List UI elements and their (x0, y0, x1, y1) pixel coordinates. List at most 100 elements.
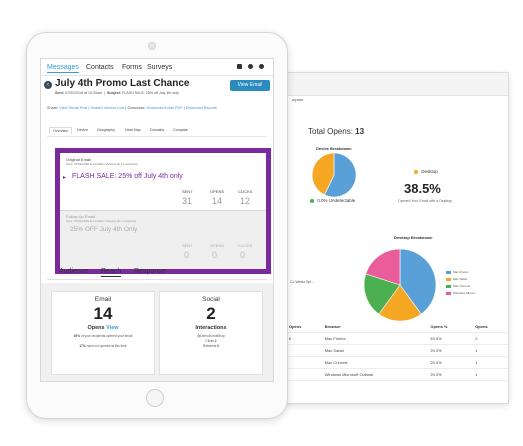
total-opens-value: 13 (355, 127, 365, 136)
opens-header: OPENS (210, 243, 225, 248)
original-email-card[interactable]: Original Email Sent: 07/02/2018 at 10:20… (60, 153, 266, 210)
table-header-row: Opens Browser Opens % Opens (286, 321, 508, 333)
sent-value: 0 (184, 250, 190, 260)
view-email-button[interactable]: View Email (230, 80, 270, 91)
email-opens-number: 14 (93, 304, 113, 323)
campaign-title: July 4th Promo Last Chance (55, 78, 190, 89)
legend-item: Mac Firefox (446, 269, 477, 276)
email-comparison-panel: Original Email Sent: 07/02/2018 at 10:20… (55, 148, 271, 274)
interactions-label: Interactions (195, 325, 227, 331)
device-breakdown-title: Device Breakdown (316, 146, 352, 151)
undetectable-label: 0.0% Undetectable (317, 198, 356, 203)
desktop-legend: Desktop (414, 169, 438, 174)
legend-swatch (446, 270, 451, 274)
legend-swatch (446, 277, 451, 281)
download-email-pdf-link[interactable]: Download Email PDF (146, 106, 183, 110)
back-arrow-icon[interactable]: ‹ (44, 81, 52, 89)
report-tabs: Overview Device Geography Heat Map Domai… (47, 127, 267, 137)
table-row: Mac Safari 20.0% 1 (286, 344, 508, 357)
legend-swatch (446, 284, 451, 288)
desktop-label: Desktop (421, 169, 438, 174)
reach-cards: Email 14 Opens View 45% of your recipien… (41, 283, 273, 381)
tab-audience[interactable]: Audience (59, 268, 89, 275)
desktop-legend-list: Mac Firefox Mac Safari Mac Chrome Window… (446, 269, 477, 297)
social-handle: @DemoDonutShop (197, 334, 225, 338)
view-social-post-link[interactable]: View Social Post (59, 106, 88, 110)
divider (60, 210, 266, 211)
report-window-toolbar (286, 73, 508, 96)
device-pie-slice-desktop (311, 152, 335, 196)
sent-header: SENT (182, 243, 193, 248)
camera-icon (148, 42, 156, 50)
tab-response[interactable]: Response (134, 268, 166, 275)
sent-value: 31 (182, 196, 193, 206)
total-opens-label: Total Opens: (308, 127, 353, 136)
bell-icon[interactable] (248, 64, 253, 69)
opens-value: 14 (212, 196, 223, 206)
tab-domains[interactable]: Domains (150, 128, 165, 132)
desktop-pie-slice-firefox (399, 248, 437, 315)
download-reports-link[interactable]: Download Reports (185, 106, 217, 110)
opens-value: 0 (212, 250, 218, 260)
opened-stat: 45% of your recipients opened your email (73, 334, 133, 338)
email-opens-label: Opens View (87, 325, 119, 331)
top-nav: Messages Contacts Forms Surveys (41, 59, 273, 76)
undetectable-dot-icon (310, 198, 314, 203)
desktop-pie-chart (363, 248, 437, 322)
browser-table: Opens Browser Opens % Opens 6 Mac Firefo… (286, 321, 508, 381)
email-card: Email 14 Opens View 45% of your recipien… (51, 291, 155, 375)
opens-header: OPENS (210, 189, 225, 194)
tab-reach[interactable]: Reach (101, 268, 122, 277)
clicks-header: CLICKS (238, 243, 253, 248)
tab-device[interactable]: Device (77, 128, 88, 132)
desktop-sub: Opened Your Email with a Desktop (398, 199, 453, 203)
device-pie-slice-mobile (324, 152, 357, 198)
view-opens-link[interactable]: View (106, 325, 119, 331)
clicks-value: 12 (240, 196, 251, 206)
tab-heat-map[interactable]: Heat Map (125, 128, 141, 132)
table-row: 6 Mac Firefox 40.0% 2 (286, 332, 508, 345)
home-button[interactable] (146, 389, 164, 407)
unopened-stat: 17% have not opened at this time (79, 344, 127, 348)
original-email-sent: Sent: 07/02/2018 at 10:20am Viewing all … (66, 162, 138, 166)
arrow-right-icon: ▸ (63, 175, 67, 181)
retweets-stat: Retweets 0 (203, 344, 219, 348)
desktop-pie-slice-chrome (363, 273, 401, 315)
tab-geography[interactable]: Geography (97, 128, 115, 132)
legend-item: Mac Safari (446, 276, 477, 283)
campaign-meta: Sent: 07/02/2018 at 10:20am | Subject: F… (55, 91, 179, 95)
clicks-stat: Clicks 2 (205, 339, 217, 343)
gear-icon[interactable] (259, 64, 264, 69)
report-window: mpare Total Opens: 13 Device Breakdown D… (285, 72, 509, 404)
desktop-dot-icon (414, 169, 418, 174)
cut-off-label: Co Wesla Spl... (290, 280, 315, 284)
audience-tabs: Audience Reach Response (47, 267, 267, 280)
email-card-title: Email (94, 296, 112, 303)
share-bar: Share: View Social Post | Hosted Version… (47, 106, 217, 110)
legend-swatch (446, 291, 451, 295)
tablet-screen: Messages Contacts Forms Surveys ‹ July 4… (40, 58, 274, 382)
total-opens: Total Opens: 13 (308, 127, 364, 136)
sent-header: SENT (182, 189, 193, 194)
tab-contacts[interactable]: Contacts (86, 64, 114, 71)
undetectable-legend: 0.0% Undetectable (310, 198, 355, 203)
social-card-title: Social (202, 296, 220, 303)
tab-forms[interactable]: Forms (122, 64, 142, 71)
clicks-value: 0 (240, 250, 246, 260)
tab-messages[interactable]: Messages (47, 64, 79, 73)
desktop-breakdown-title: Desktop Breakdown (394, 235, 433, 240)
calendar-icon[interactable] (237, 64, 242, 69)
table-row: Mac Chrome 20.0% 1 (286, 356, 508, 369)
social-card: Social 2 Interactions @DemoDonutShop Cli… (159, 291, 263, 375)
report-breadcrumb: mpare (292, 97, 304, 102)
followup-email-subject: 25% OFF July 4th Only (70, 226, 138, 233)
tab-compare[interactable]: Compare (173, 128, 188, 132)
tab-surveys[interactable]: Surveys (147, 64, 173, 71)
original-email-subject: FLASH SALE: 25% off July 4th only (72, 173, 183, 180)
campaign-header: ‹ July 4th Promo Last Chance Sent: 07/02… (44, 77, 270, 97)
hosted-version-link[interactable]: Hosted Version Link (90, 106, 125, 110)
tab-overview[interactable]: Overview (49, 127, 72, 134)
desktop-pie-slice-outlook (365, 248, 401, 286)
social-interactions-number: 2 (206, 304, 216, 323)
device-pie-chart (311, 152, 357, 198)
